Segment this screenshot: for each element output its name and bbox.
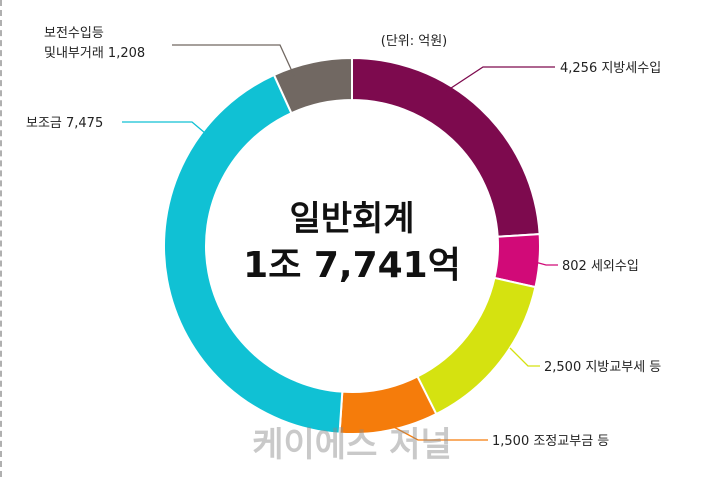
leader-line xyxy=(172,44,297,81)
left-dashed-border xyxy=(0,0,2,477)
leader-line xyxy=(389,424,488,441)
center-title: 일반회계 xyxy=(289,199,414,239)
donut-slice xyxy=(163,73,344,435)
unit-note: (단위: 억원) xyxy=(381,34,448,49)
leader-line xyxy=(122,121,206,134)
slice-label: 2,500 지방교부세 등 xyxy=(544,360,661,375)
slice-label-line: 보전수입등 xyxy=(44,26,104,41)
slices-group xyxy=(163,56,541,435)
leader-line xyxy=(534,261,558,266)
leader-lines-group xyxy=(122,44,558,441)
leader-line xyxy=(509,347,540,367)
donut-slice xyxy=(416,276,537,416)
slice-label: 1,500 조정교부금 등 xyxy=(492,434,609,449)
leader-line xyxy=(444,66,555,93)
watermark-logo: 케이에스 저널 xyxy=(252,425,452,465)
donut-slice xyxy=(272,56,353,115)
slice-labels-group: 4,256 지방세수입 802 세외수입 2,500 지방교부세 등 1,500 조정… xyxy=(26,26,661,449)
center-total: 1조 7,741억 xyxy=(243,245,461,286)
slice-label: 4,256 지방세수입 xyxy=(560,61,661,76)
slice-label: 802 세외수입 xyxy=(562,259,639,274)
slice-label-line: 및내부거래 1,208 xyxy=(44,46,145,61)
slice-label: 보조금 7,475 xyxy=(26,116,103,131)
